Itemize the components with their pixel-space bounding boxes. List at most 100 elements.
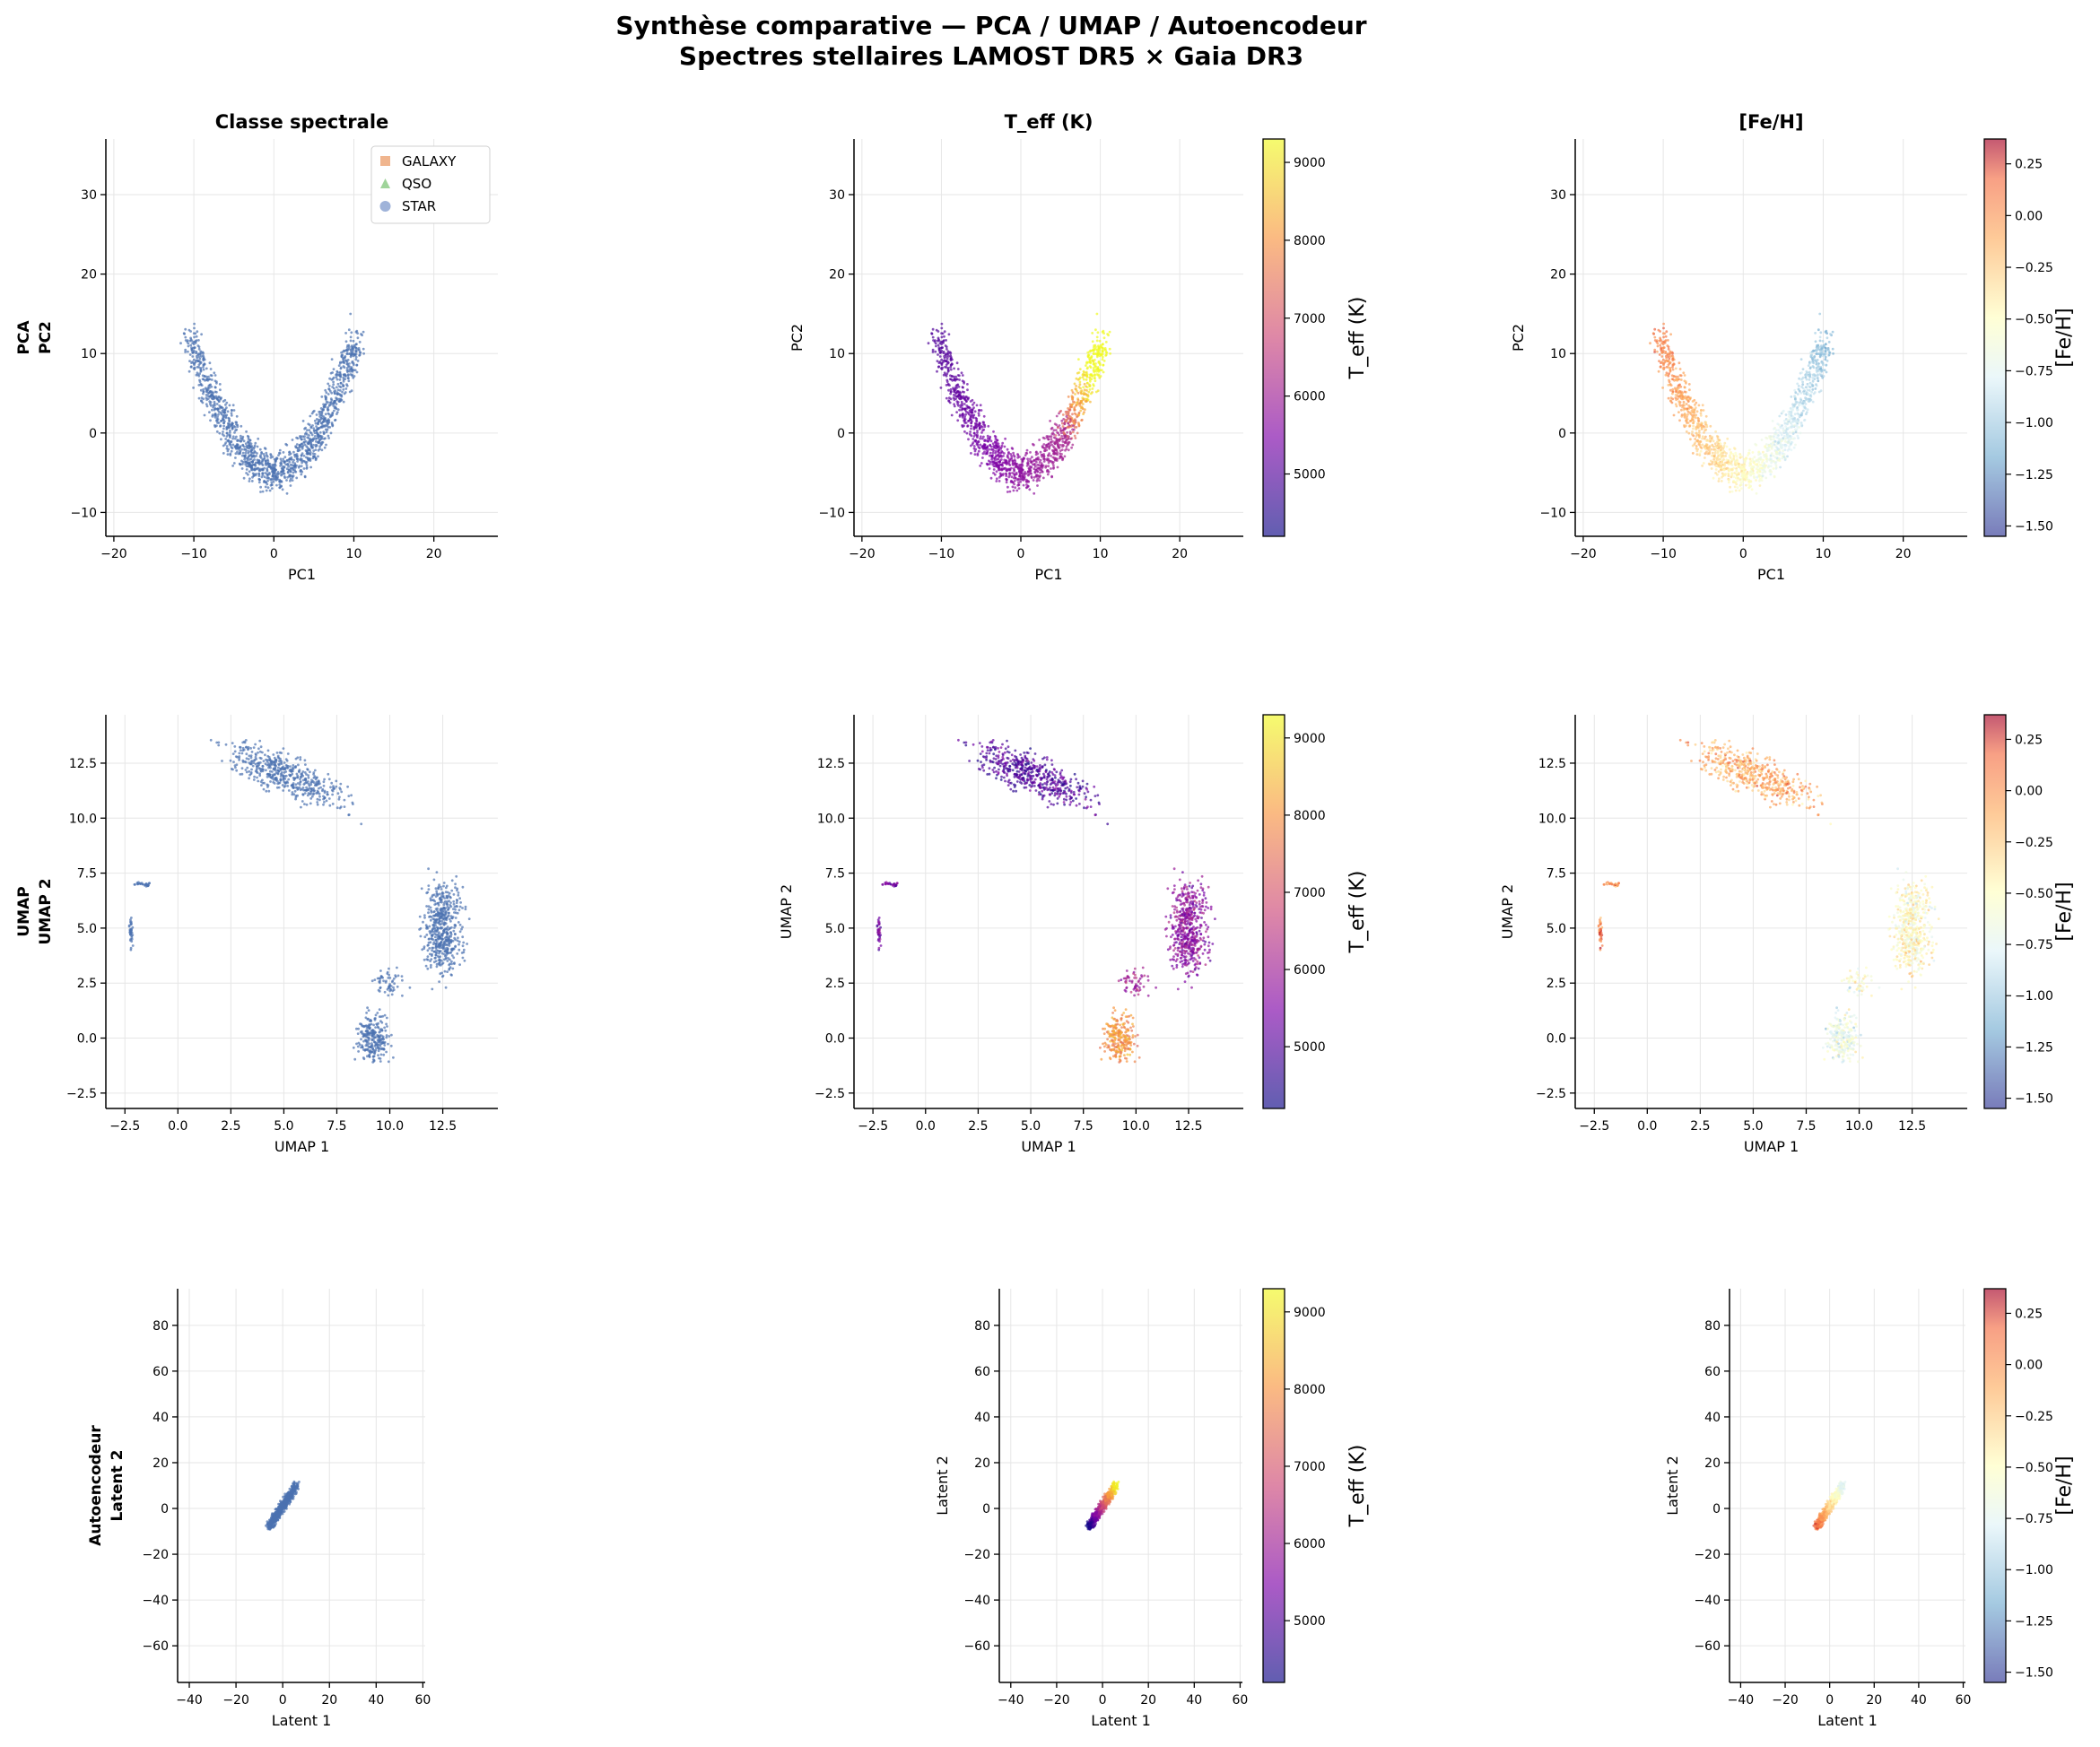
data-point xyxy=(1016,465,1020,468)
data-point xyxy=(1003,445,1006,448)
data-point xyxy=(1779,444,1782,447)
data-point xyxy=(1808,386,1812,389)
data-point xyxy=(1100,369,1103,372)
data-point xyxy=(931,348,935,352)
data-point xyxy=(324,388,327,392)
data-point xyxy=(1079,409,1083,413)
data-point xyxy=(1028,488,1032,491)
data-point xyxy=(1686,422,1690,424)
data-point xyxy=(1771,444,1774,448)
data-point xyxy=(251,460,254,464)
data-point xyxy=(459,901,462,904)
data-point xyxy=(280,459,283,463)
data-point xyxy=(991,442,995,446)
data-point xyxy=(191,361,194,363)
data-point xyxy=(287,789,291,792)
data-point xyxy=(1708,434,1712,438)
data-point xyxy=(954,395,957,397)
data-point xyxy=(1012,476,1015,480)
data-point xyxy=(1681,395,1685,398)
data-point xyxy=(233,750,237,753)
data-point xyxy=(1683,379,1686,383)
data-point xyxy=(1793,413,1797,416)
data-point xyxy=(993,473,997,476)
data-point xyxy=(249,442,253,446)
data-point xyxy=(1727,473,1730,476)
data-point xyxy=(291,479,294,482)
data-point xyxy=(274,758,278,761)
data-point xyxy=(286,463,290,465)
data-point xyxy=(1791,425,1793,429)
data-point xyxy=(323,801,326,804)
x-tick-label: 20 xyxy=(426,547,442,561)
data-point xyxy=(1808,393,1811,396)
data-point xyxy=(257,747,260,751)
data-point xyxy=(236,450,239,454)
data-point xyxy=(325,391,328,395)
data-point xyxy=(247,435,250,439)
data-point xyxy=(179,342,182,345)
data-point xyxy=(1065,445,1068,448)
data-point xyxy=(1742,467,1745,471)
data-point xyxy=(317,448,320,452)
data-point xyxy=(981,456,984,459)
data-point xyxy=(279,457,283,461)
data-point xyxy=(288,450,292,454)
data-point xyxy=(1096,353,1099,357)
data-point xyxy=(1039,458,1042,462)
data-point xyxy=(1716,473,1719,476)
data-point xyxy=(442,884,445,888)
data-point xyxy=(262,453,266,456)
data-point xyxy=(990,455,994,457)
data-point xyxy=(990,460,994,464)
data-point xyxy=(979,435,982,439)
data-point xyxy=(1739,487,1743,490)
data-point xyxy=(1694,441,1697,444)
data-point xyxy=(1812,349,1815,352)
data-point xyxy=(985,439,988,442)
data-point xyxy=(1815,367,1818,369)
data-point xyxy=(198,378,201,382)
data-point xyxy=(257,466,260,470)
data-point xyxy=(275,472,279,475)
data-point xyxy=(958,414,962,418)
data-point xyxy=(1025,465,1029,467)
data-point xyxy=(334,405,337,408)
data-point xyxy=(199,355,203,358)
data-point xyxy=(318,413,321,416)
data-point xyxy=(228,419,231,422)
data-point xyxy=(988,454,991,457)
data-point xyxy=(1094,379,1097,383)
data-point xyxy=(209,374,213,377)
data-point xyxy=(217,422,221,424)
data-point xyxy=(1794,430,1798,434)
data-point xyxy=(197,363,201,367)
data-point xyxy=(1796,382,1799,386)
data-point xyxy=(1683,374,1686,377)
x-tick-label: 0 xyxy=(1739,547,1747,561)
data-point xyxy=(332,380,335,384)
data-point xyxy=(349,312,353,316)
data-point xyxy=(1812,373,1815,377)
data-point xyxy=(1021,458,1024,461)
data-point xyxy=(311,438,314,441)
data-point xyxy=(960,395,963,398)
data-point xyxy=(265,769,267,772)
data-point xyxy=(1811,388,1815,391)
data-point xyxy=(958,408,961,412)
data-point xyxy=(276,769,280,772)
data-point xyxy=(382,979,385,983)
data-point xyxy=(266,468,269,472)
data-point xyxy=(1692,424,1695,428)
data-point xyxy=(200,333,204,336)
data-point xyxy=(206,388,210,391)
data-point xyxy=(263,456,266,459)
data-point xyxy=(970,452,972,455)
data-point xyxy=(937,346,941,350)
data-point xyxy=(953,367,955,370)
data-point xyxy=(1781,452,1784,455)
y-tick-label: 7.5 xyxy=(77,867,97,882)
data-point xyxy=(197,366,201,369)
data-point xyxy=(1006,491,1009,493)
data-point xyxy=(349,373,353,376)
